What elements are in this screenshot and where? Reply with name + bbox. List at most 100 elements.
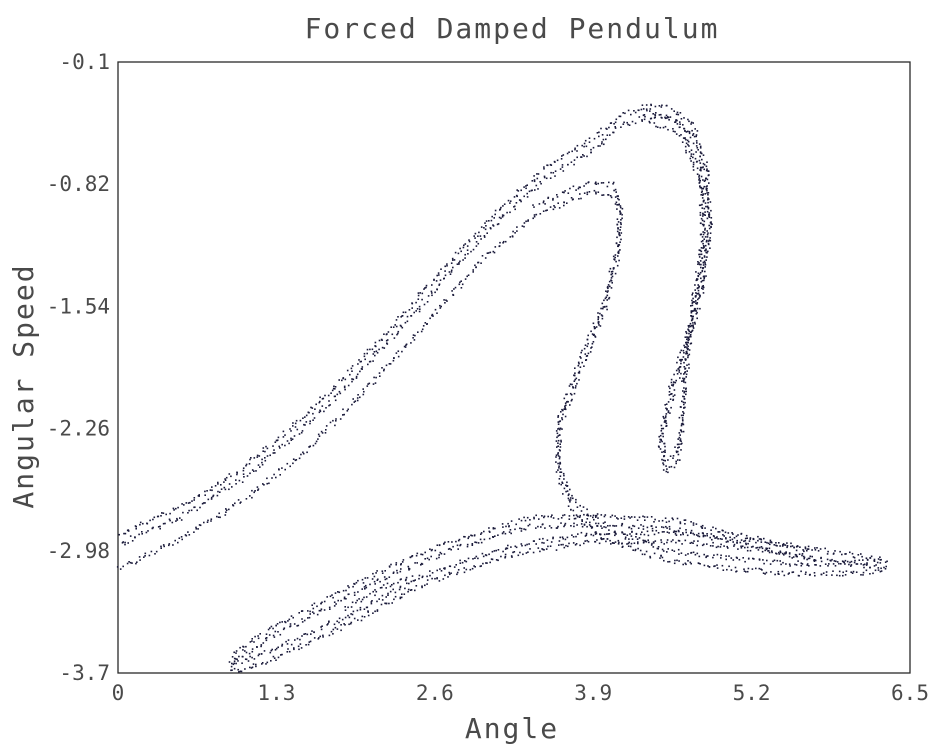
data-point [268, 634, 271, 636]
data-point [517, 190, 520, 192]
data-point [528, 543, 530, 545]
data-point [580, 531, 583, 534]
data-point [697, 532, 700, 535]
data-point [480, 541, 483, 544]
data-point [298, 457, 301, 460]
data-point [362, 393, 365, 396]
data-point [660, 106, 663, 108]
data-point [348, 616, 351, 619]
data-point [617, 252, 620, 254]
data-point [782, 561, 784, 564]
data-point [559, 536, 561, 539]
data-point [366, 385, 369, 387]
data-point [652, 546, 655, 548]
data-point [295, 419, 298, 422]
data-point [661, 440, 663, 443]
data-point [755, 547, 757, 549]
data-point [784, 544, 787, 546]
data-point [617, 539, 620, 542]
data-point [595, 183, 597, 185]
data-point [250, 667, 253, 669]
data-point [626, 543, 628, 545]
data-point [251, 638, 253, 640]
data-point [677, 459, 679, 461]
data-point [322, 636, 324, 638]
data-point [249, 495, 251, 497]
data-point [159, 525, 161, 528]
data-point [440, 268, 442, 270]
data-point [704, 270, 706, 273]
data-point [600, 314, 603, 316]
data-point [841, 553, 843, 556]
data-point [742, 557, 744, 559]
data-point [824, 547, 826, 550]
data-point [387, 331, 390, 333]
data-point [154, 553, 156, 555]
data-point [464, 243, 467, 245]
data-point [661, 104, 663, 107]
data-point [662, 550, 665, 552]
data-point [588, 524, 591, 526]
data-point [702, 267, 704, 269]
data-point [590, 527, 593, 529]
data-point [660, 113, 662, 116]
data-point [689, 325, 692, 328]
data-point [706, 236, 709, 238]
data-point [231, 669, 233, 671]
data-point [275, 659, 277, 661]
data-point [677, 450, 679, 453]
data-point [379, 375, 381, 377]
data-point [159, 527, 161, 530]
data-point [430, 549, 433, 552]
data-point [684, 523, 686, 525]
data-point [318, 609, 321, 612]
data-point [631, 538, 634, 540]
data-point [696, 302, 699, 304]
data-point [601, 194, 603, 196]
data-point [594, 533, 597, 535]
data-point [542, 200, 545, 202]
data-point [519, 199, 522, 202]
data-point [707, 174, 710, 177]
data-point [733, 543, 736, 546]
data-point [656, 126, 659, 128]
data-point [293, 623, 296, 625]
data-point [705, 165, 708, 168]
data-point [675, 462, 677, 465]
data-point [752, 557, 754, 560]
data-point [642, 108, 645, 110]
data-point [706, 230, 708, 232]
data-point [333, 601, 336, 603]
data-point [884, 568, 887, 570]
data-point [523, 222, 526, 224]
data-point [537, 525, 539, 528]
data-point [586, 338, 589, 341]
data-point [306, 633, 309, 636]
data-point [666, 468, 668, 470]
data-point [832, 563, 835, 565]
data-point [467, 557, 470, 560]
data-point [404, 579, 407, 582]
data-point [421, 586, 423, 589]
data-point [322, 634, 324, 637]
data-point [245, 651, 248, 654]
data-point [561, 481, 563, 484]
data-point [220, 484, 222, 486]
data-point [580, 351, 582, 354]
data-point [608, 181, 610, 184]
data-point [591, 342, 594, 345]
data-point [568, 542, 570, 545]
data-point [656, 547, 659, 550]
data-point [690, 310, 693, 312]
data-point [722, 569, 725, 571]
data-point [391, 584, 393, 586]
data-point [563, 478, 565, 480]
data-point [266, 477, 268, 480]
data-point [263, 650, 266, 652]
data-point [757, 539, 759, 542]
data-point [733, 537, 736, 539]
data-point [671, 517, 674, 519]
data-point [701, 219, 704, 222]
data-point [478, 231, 480, 234]
data-point [429, 548, 431, 550]
